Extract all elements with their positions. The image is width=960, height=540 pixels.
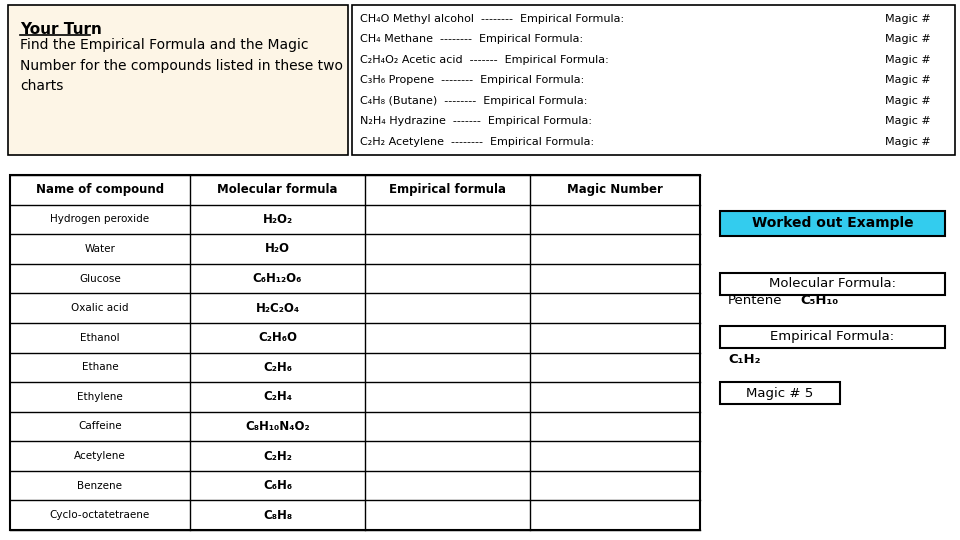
Text: C₆H₁₂O₆: C₆H₁₂O₆ bbox=[252, 272, 302, 285]
Text: Find the Empirical Formula and the Magic
Number for the compounds listed in thes: Find the Empirical Formula and the Magic… bbox=[20, 38, 343, 93]
Text: C₃H₆ Propene  --------  Empirical Formula:: C₃H₆ Propene -------- Empirical Formula: bbox=[360, 75, 585, 85]
Text: CH₄ Methane  --------  Empirical Formula:: CH₄ Methane -------- Empirical Formula: bbox=[360, 35, 583, 44]
Text: Cyclo-octatetraene: Cyclo-octatetraene bbox=[50, 510, 150, 520]
Text: Ethylene: Ethylene bbox=[77, 392, 123, 402]
Text: Empirical Formula:: Empirical Formula: bbox=[771, 330, 895, 343]
Bar bbox=[720, 211, 945, 235]
Text: C₆H₆: C₆H₆ bbox=[263, 479, 292, 492]
Text: Magic #: Magic # bbox=[885, 75, 931, 85]
Text: Glucose: Glucose bbox=[79, 274, 121, 284]
Text: Benzene: Benzene bbox=[78, 481, 123, 491]
Text: C₄H₈ (Butane)  --------  Empirical Formula:: C₄H₈ (Butane) -------- Empirical Formula… bbox=[360, 96, 588, 106]
Text: Magic #: Magic # bbox=[885, 14, 931, 24]
Text: C₁H₂: C₁H₂ bbox=[728, 353, 760, 367]
Text: C₂H₄: C₂H₄ bbox=[263, 390, 292, 403]
Bar bbox=[720, 273, 945, 295]
Bar bbox=[720, 382, 840, 404]
Text: H₂C₂O₄: H₂C₂O₄ bbox=[255, 302, 300, 315]
Bar bbox=[8, 5, 348, 155]
Text: H₂O: H₂O bbox=[265, 242, 290, 255]
Text: C₈H₁₀N₄O₂: C₈H₁₀N₄O₂ bbox=[245, 420, 310, 433]
Text: Pentene: Pentene bbox=[728, 294, 782, 307]
Text: Worked out Example: Worked out Example bbox=[752, 216, 913, 230]
Text: Magic #: Magic # bbox=[885, 96, 931, 106]
Text: C₂H₆O: C₂H₆O bbox=[258, 331, 297, 344]
Text: Magic #: Magic # bbox=[885, 116, 931, 126]
Text: H₂O₂: H₂O₂ bbox=[262, 213, 293, 226]
Text: Name of compound: Name of compound bbox=[36, 183, 164, 197]
Text: CH₄O Methyl alcohol  --------  Empirical Formula:: CH₄O Methyl alcohol -------- Empirical F… bbox=[360, 14, 624, 24]
Text: C₂H₄O₂ Acetic acid  -------  Empirical Formula:: C₂H₄O₂ Acetic acid ------- Empirical For… bbox=[360, 55, 609, 65]
Text: C₅H₁₀: C₅H₁₀ bbox=[800, 294, 838, 307]
Text: Molecular Formula:: Molecular Formula: bbox=[769, 277, 896, 290]
Text: C₈H₈: C₈H₈ bbox=[263, 509, 292, 522]
Bar bbox=[720, 326, 945, 348]
Text: Water: Water bbox=[84, 244, 115, 254]
Text: Caffeine: Caffeine bbox=[78, 421, 122, 431]
Text: Magic Number: Magic Number bbox=[567, 183, 663, 197]
Text: Acetylene: Acetylene bbox=[74, 451, 126, 461]
Text: N₂H₄ Hydrazine  -------  Empirical Formula:: N₂H₄ Hydrazine ------- Empirical Formula… bbox=[360, 116, 592, 126]
Text: Hydrogen peroxide: Hydrogen peroxide bbox=[51, 214, 150, 225]
Bar bbox=[10, 175, 700, 530]
Text: Your Turn: Your Turn bbox=[20, 22, 102, 37]
Text: C₂H₆: C₂H₆ bbox=[263, 361, 292, 374]
Text: C₂H₂ Acetylene  --------  Empirical Formula:: C₂H₂ Acetylene -------- Empirical Formul… bbox=[360, 137, 594, 146]
Text: Ethanol: Ethanol bbox=[81, 333, 120, 343]
Text: Magic #: Magic # bbox=[885, 35, 931, 44]
Text: Magic #: Magic # bbox=[885, 137, 931, 146]
Bar bbox=[352, 5, 955, 155]
Text: Magic #: Magic # bbox=[885, 55, 931, 65]
Text: Molecular formula: Molecular formula bbox=[217, 183, 338, 197]
Text: Oxalic acid: Oxalic acid bbox=[71, 303, 129, 313]
Text: C₂H₂: C₂H₂ bbox=[263, 449, 292, 463]
Text: Empirical formula: Empirical formula bbox=[389, 183, 506, 197]
Text: Ethane: Ethane bbox=[82, 362, 118, 372]
Text: Magic # 5: Magic # 5 bbox=[746, 387, 814, 400]
